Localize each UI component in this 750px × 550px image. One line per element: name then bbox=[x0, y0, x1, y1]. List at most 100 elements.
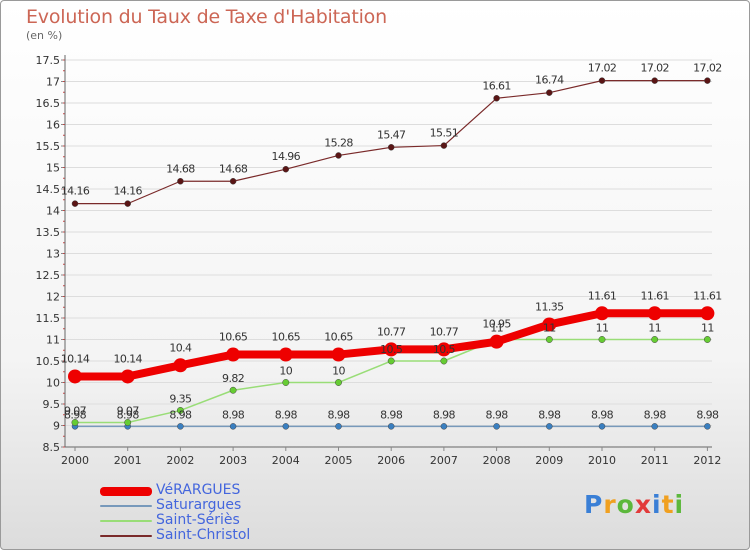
data-label: 9.35 bbox=[169, 392, 192, 405]
logo-letter: P bbox=[584, 490, 604, 519]
y-tick-label: 14 bbox=[46, 205, 60, 218]
data-label: 14.16 bbox=[61, 185, 90, 198]
data-label: 8.98 bbox=[222, 408, 245, 421]
data-label: 10.65 bbox=[324, 331, 353, 344]
data-label: 11.35 bbox=[535, 300, 564, 313]
data-label: 10 bbox=[279, 365, 292, 378]
proxiti-logo: Proxiti bbox=[584, 490, 684, 519]
legend-label: Saint-Sériès bbox=[156, 512, 240, 528]
x-tick-label: 2009 bbox=[535, 454, 563, 467]
data-point bbox=[440, 142, 448, 149]
x-tick-label: 2007 bbox=[430, 454, 458, 467]
data-label: 10.95 bbox=[482, 318, 511, 331]
data-label: 11 bbox=[648, 322, 661, 335]
data-label: 10.65 bbox=[272, 331, 301, 344]
legend-label: Saturargues bbox=[156, 497, 242, 513]
data-label: 9.82 bbox=[222, 372, 244, 385]
data-point bbox=[595, 306, 609, 321]
data-label: 9.07 bbox=[117, 404, 140, 417]
data-point bbox=[177, 178, 184, 185]
data-point bbox=[493, 95, 500, 102]
data-label: 11.61 bbox=[588, 289, 617, 302]
x-tick-label: 2002 bbox=[166, 454, 194, 467]
y-tick-label: 16 bbox=[46, 119, 60, 132]
data-point bbox=[335, 152, 342, 159]
logo-letter: o bbox=[616, 490, 635, 519]
legend-label: Saint-Christol bbox=[156, 527, 251, 543]
data-point bbox=[335, 379, 342, 386]
data-point bbox=[546, 423, 553, 430]
data-point bbox=[704, 77, 711, 84]
data-label: 14.68 bbox=[219, 162, 248, 175]
data-label: 8.98 bbox=[486, 408, 509, 421]
data-label: 8.98 bbox=[696, 408, 719, 421]
data-label: 11 bbox=[701, 322, 714, 335]
data-label: 17.02 bbox=[640, 62, 669, 75]
data-point bbox=[124, 200, 131, 207]
data-point bbox=[651, 423, 658, 430]
y-tick-label: 11.5 bbox=[36, 312, 61, 325]
data-point bbox=[651, 77, 658, 84]
data-label: 8.98 bbox=[327, 408, 350, 421]
data-label: 10.77 bbox=[430, 325, 459, 338]
y-tick-label: 9.5 bbox=[43, 398, 61, 411]
data-label: 17.02 bbox=[693, 62, 722, 75]
data-point bbox=[493, 423, 500, 430]
data-point bbox=[387, 144, 395, 151]
x-tick-label: 2005 bbox=[325, 454, 353, 467]
data-label: 8.98 bbox=[538, 408, 561, 421]
data-point bbox=[704, 423, 711, 430]
y-tick-label: 13 bbox=[46, 248, 60, 261]
x-tick-label: 2010 bbox=[588, 454, 616, 467]
data-point bbox=[282, 379, 290, 386]
data-point bbox=[387, 423, 395, 430]
legend-swatch bbox=[100, 520, 152, 522]
logo-letter: x bbox=[634, 490, 652, 519]
data-point bbox=[71, 200, 79, 207]
data-point bbox=[542, 317, 557, 332]
y-tick-label: 17 bbox=[46, 76, 60, 89]
data-label: 8.98 bbox=[380, 408, 403, 421]
data-point bbox=[700, 306, 715, 321]
data-point bbox=[598, 423, 606, 430]
y-tick-label: 12 bbox=[46, 291, 60, 304]
y-tick-label: 15 bbox=[46, 162, 60, 175]
x-tick-label: 2003 bbox=[219, 454, 247, 467]
data-point bbox=[173, 358, 188, 373]
data-point bbox=[384, 342, 399, 357]
data-label: 8.98 bbox=[64, 408, 87, 421]
y-tick-label: 15.5 bbox=[36, 140, 61, 153]
data-label: 10.14 bbox=[113, 352, 142, 365]
y-tick-label: 13.5 bbox=[36, 226, 61, 239]
logo-letter: t bbox=[661, 490, 675, 519]
data-point bbox=[71, 419, 79, 426]
y-tick-label: 8.5 bbox=[43, 441, 61, 454]
data-label: 11 bbox=[596, 322, 609, 335]
data-point bbox=[229, 423, 237, 430]
data-label: 10 bbox=[332, 365, 345, 378]
data-point bbox=[546, 89, 553, 96]
data-point bbox=[489, 334, 504, 349]
data-point bbox=[440, 423, 448, 430]
data-point bbox=[387, 357, 395, 365]
y-tick-label: 10.5 bbox=[36, 355, 61, 368]
data-label: 8.98 bbox=[275, 408, 298, 421]
data-label: 16.61 bbox=[482, 79, 511, 92]
x-tick-label: 2008 bbox=[483, 454, 511, 467]
data-point bbox=[598, 77, 606, 84]
data-point bbox=[282, 423, 290, 430]
data-label: 15.47 bbox=[377, 128, 406, 141]
data-label: 16.74 bbox=[535, 74, 564, 87]
chart-subtitle: (en %) bbox=[26, 29, 63, 42]
data-point bbox=[120, 369, 135, 384]
data-point bbox=[335, 423, 342, 430]
data-point bbox=[331, 347, 346, 362]
data-point bbox=[229, 178, 237, 185]
y-tick-label: 14.5 bbox=[36, 183, 61, 196]
x-tick-label: 2006 bbox=[377, 454, 405, 467]
data-point bbox=[226, 347, 241, 362]
data-label: 14.68 bbox=[166, 162, 195, 175]
data-point bbox=[68, 369, 82, 384]
data-label: 11 bbox=[490, 322, 503, 335]
